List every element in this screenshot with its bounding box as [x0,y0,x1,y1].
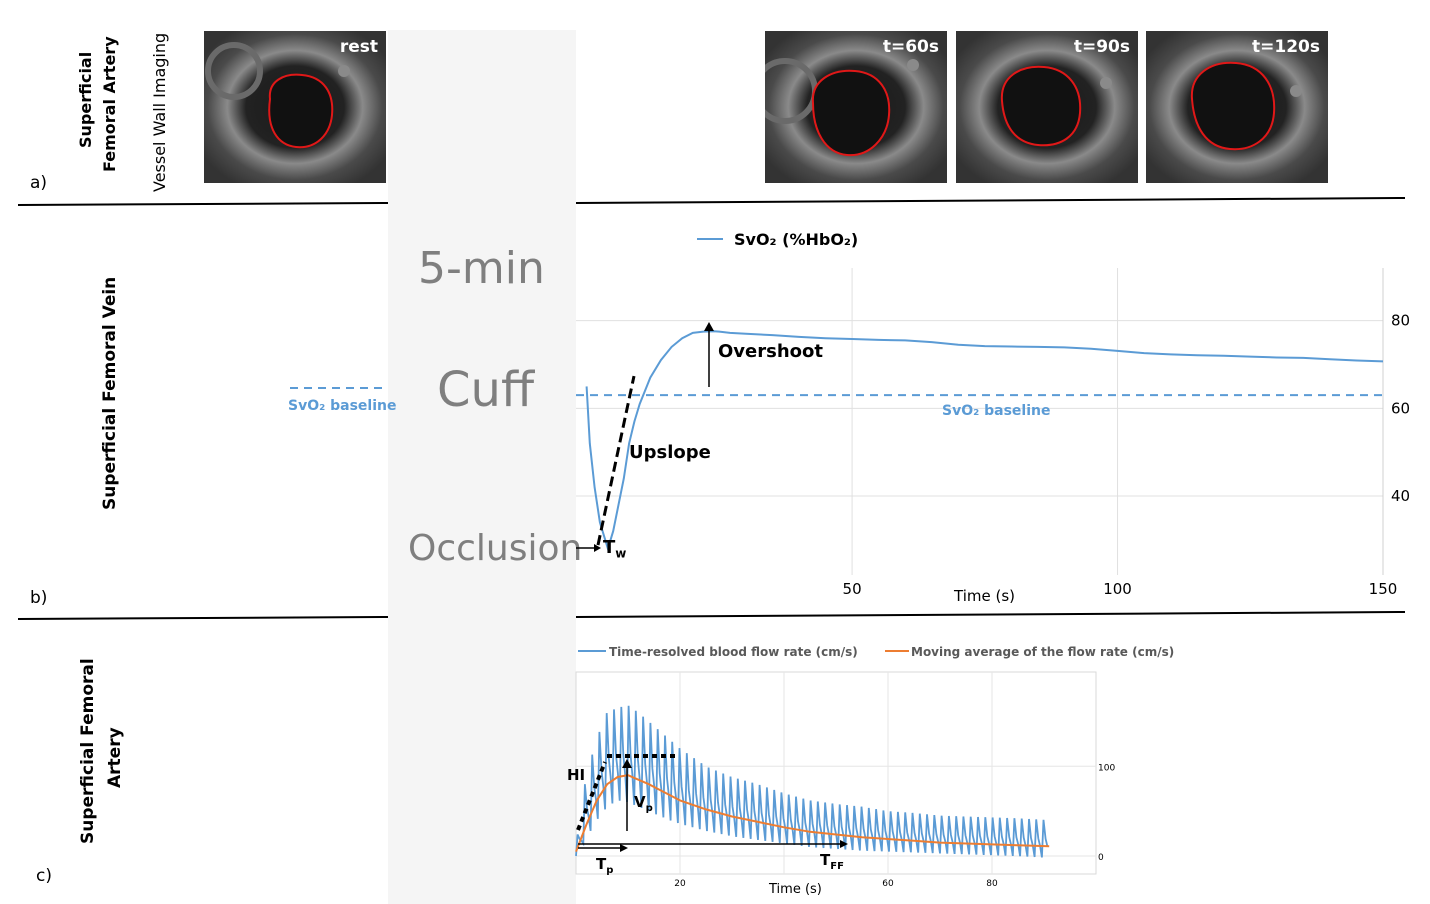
flow-x-tick-label: 20 [674,879,686,889]
svo2-x-tick-label: 150 [1369,580,1398,598]
cuff-line-2: Cuff [437,362,535,418]
tp-arrowhead [620,844,628,852]
upslope-tangent [596,375,636,546]
svo2-y-tick-label: 60 [1391,399,1410,417]
svo2-baseline-label-right: SvO₂ baseline [942,403,1051,419]
svo2-x-tick-label: 100 [1103,580,1132,598]
panel-b-letter: b) [30,588,48,608]
flow-average-series-line [575,774,1050,852]
hi-label: HI [567,766,586,784]
flow-y-tick-label: 0 [1098,853,1104,863]
frame-label-rest: rest [339,37,378,57]
frame-label-t60: t=60s [882,37,939,57]
panel-c-letter: c) [36,866,52,886]
svo2-x-tick-label: 50 [843,580,862,598]
cuff-line-3: Occlusion [408,528,583,569]
upslope-label: Upslope [629,442,711,463]
vp-arrowhead [622,759,632,768]
cuff-line-1: 5-min [418,243,545,294]
vessel-cross-section [204,31,386,183]
vp-label: Vp [634,793,653,814]
vessel-image-t60: t=60s [765,31,947,183]
legend-label-raw: Time-resolved blood flow rate (cm/s) [609,645,858,659]
divider-middle-right [575,611,1406,618]
vessel-image-t120: t=120s [1146,31,1328,183]
legend-label-average: Moving average of the flow rate (cm/s) [911,645,1174,659]
overshoot-arrowhead [704,322,714,331]
flow-raw-series-line [575,705,1049,858]
svo2-x-axis-label: Time (s) [953,587,1015,605]
svo2-baseline-label-left: SvO₂ baseline [288,398,397,414]
vessel-cross-section [765,31,947,183]
flow-x-tick-label: 60 [882,879,894,889]
tw-arrowhead [594,544,601,552]
flow-x-axis-label: Time (s) [768,882,822,897]
divider-middle [17,616,389,620]
tff-arrowhead [840,840,848,848]
overshoot-label: Overshoot [718,341,823,362]
vessel-image-t90: t=90s [956,31,1138,183]
flow-plot-border [575,671,1097,875]
tp-label: Tp [596,855,614,876]
frame-label-t90: t=90s [1073,37,1130,57]
svo2-series-line [585,330,1384,553]
vessel-cross-section [1146,31,1328,183]
hi-tangent [576,761,607,831]
legend-label-svo2: SvO₂ (%HbO₂) [734,230,858,249]
panel-a-letter: a) [30,173,48,193]
vessel-image-rest: rest [204,31,386,183]
divider-top-right [575,197,1406,204]
svo2-y-tick-label: 40 [1391,487,1410,505]
flow-y-tick-label: 100 [1098,763,1115,773]
svo2-y-tick-label: 80 [1391,312,1410,330]
divider-top [17,202,389,206]
frame-label-t120: t=120s [1252,37,1320,57]
cuff-occlusion-panel [388,30,576,904]
vessel-cross-section [956,31,1138,183]
tff-label: TFF [820,851,844,872]
tw-label: Tw [603,537,627,561]
flow-x-tick-label: 80 [986,879,998,889]
